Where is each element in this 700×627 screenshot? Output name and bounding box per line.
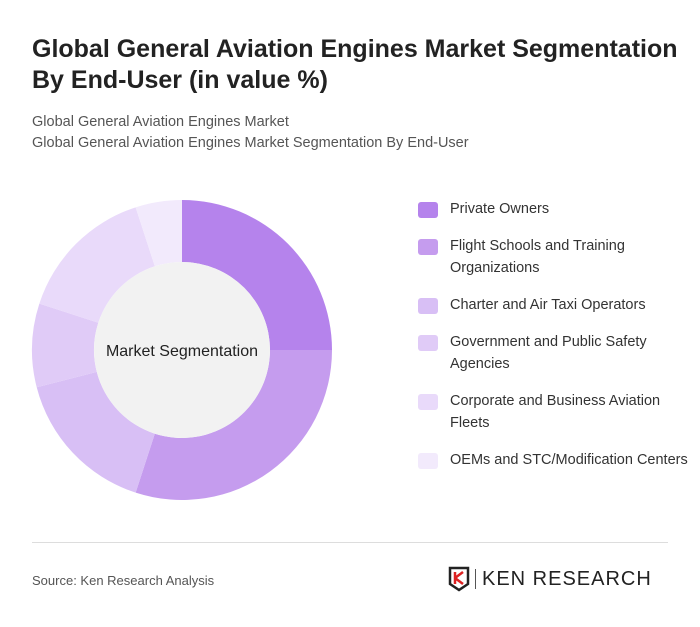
slice-4 [32, 303, 99, 388]
legend-label: Government and Public Safety Agencies [450, 334, 647, 372]
legend-item: Corporate and Business Aviation Fleets [418, 390, 688, 434]
source-text: Source: Ken Research Analysis [32, 573, 215, 588]
slice-2 [135, 350, 332, 500]
center-label: Market Segmentation [106, 343, 258, 360]
donut-chart: Market Segmentation [32, 200, 332, 500]
divider [32, 542, 668, 543]
slice-3 [36, 371, 155, 493]
chart-title: Global General Aviation Engines Market S… [32, 35, 678, 94]
slice-5 [39, 207, 155, 323]
legend-label: Corporate and Business Aviation Fleets [450, 393, 661, 431]
subtitle-2: Global General Aviation Engines Market S… [32, 135, 469, 151]
legend-label: Charter and Air Taxi Operators [450, 297, 646, 313]
legend-item: OEMs and STC/Modification Centers [418, 449, 688, 471]
logo-text: KEN RESEARCH [482, 567, 652, 590]
donut-hole [94, 262, 270, 438]
legend-item: Charter and Air Taxi Operators [418, 294, 688, 316]
legend-label: Private Owners [450, 201, 550, 217]
legend-swatch [418, 335, 438, 351]
legend-swatch [418, 202, 438, 218]
subtitle-1: Global General Aviation Engines Market [32, 114, 289, 130]
slice-6 [135, 200, 182, 267]
legend: Private Owners Flight Schools and Trainin… [418, 198, 688, 486]
legend-item: Private Owners [418, 198, 688, 220]
legend-swatch [418, 394, 438, 410]
legend-item: Government and Public Safety Agencies [418, 331, 688, 375]
legend-label: OEMs and STC/Modification Centers [450, 452, 688, 468]
legend-swatch [418, 298, 438, 314]
legend-label: Flight Schools and Training Organization… [450, 238, 625, 276]
legend-swatch [418, 453, 438, 469]
legend-item: Flight Schools and Training Organization… [418, 235, 688, 279]
ken-research-logo: KEN RESEARCH [448, 566, 652, 592]
slice-1 [182, 200, 332, 350]
legend-swatch [418, 239, 438, 255]
logo-icon [448, 566, 470, 592]
